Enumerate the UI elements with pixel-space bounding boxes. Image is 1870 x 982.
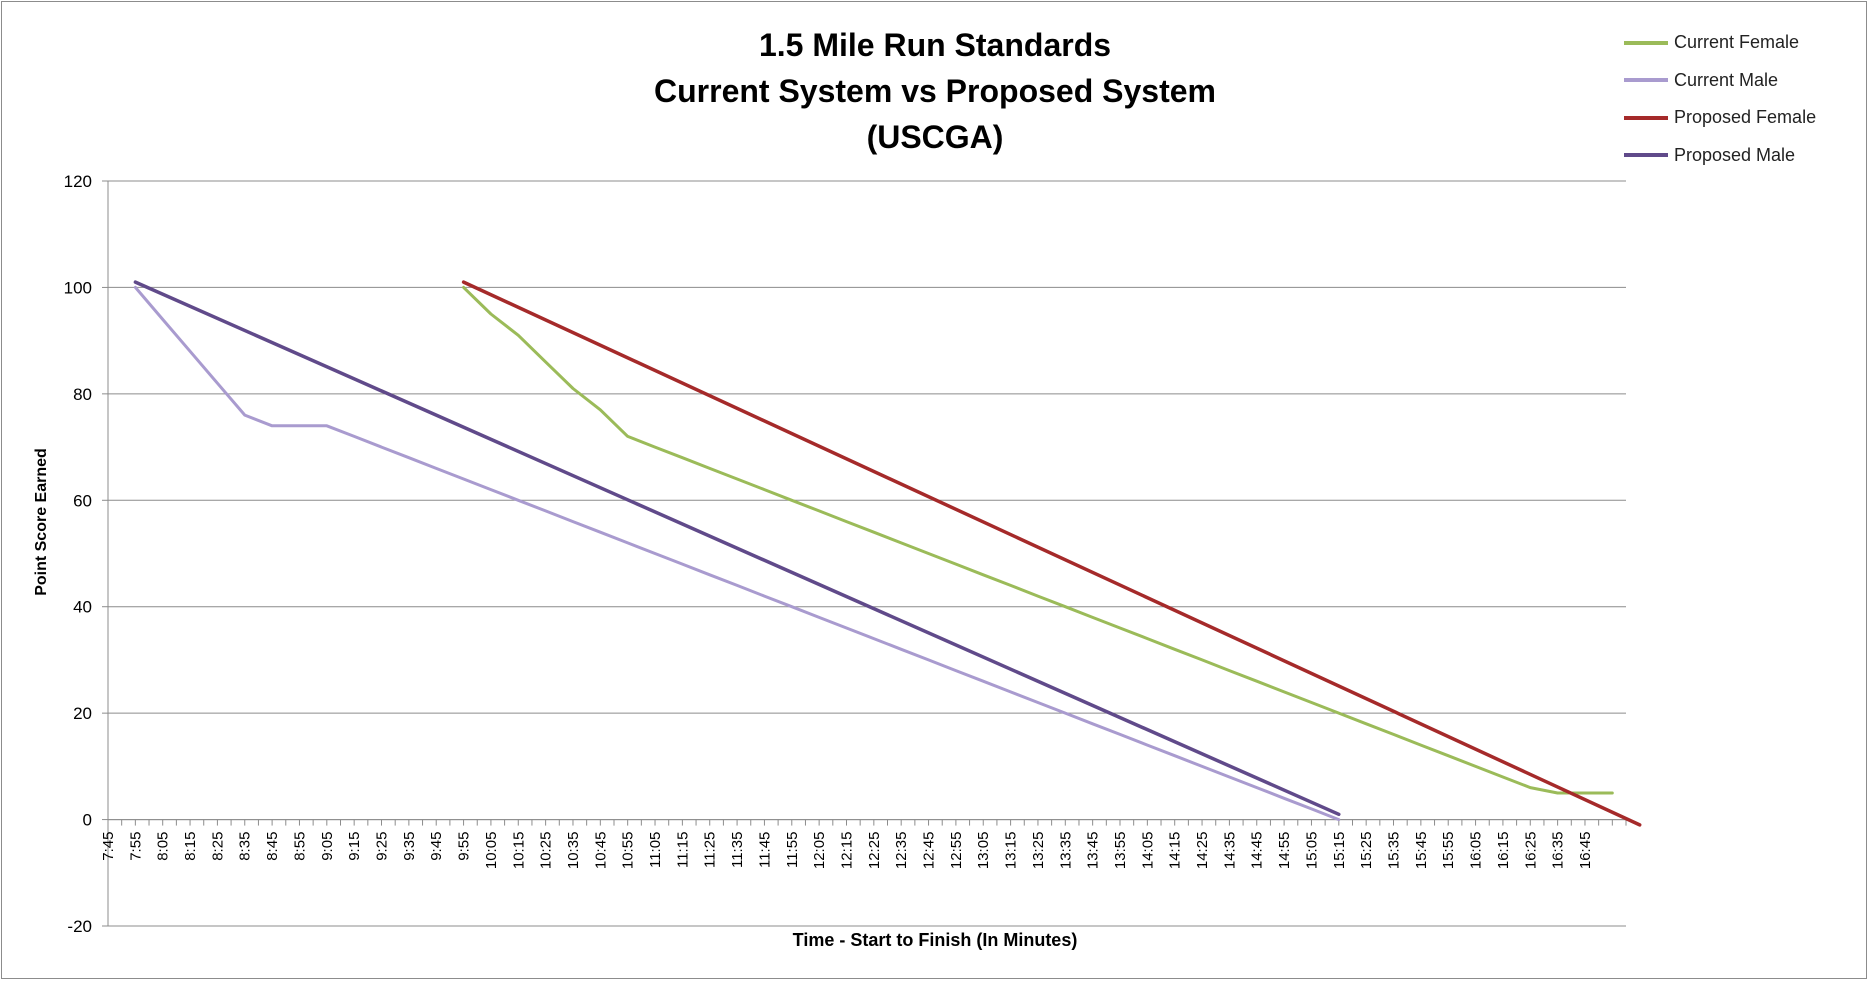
x-tick-label-13-05: 13:05 [975,832,992,870]
x-tick-label-12-15: 12:15 [838,832,855,870]
x-tick-label-10-35: 10:35 [565,832,582,870]
x-tick-label-8-45: 8:45 [264,832,281,861]
legend-swatch-current-male [1624,78,1668,83]
legend-item-proposed-male: Proposed Male [1624,137,1816,175]
y-tick-label-20: 20 [73,704,92,723]
legend-label-proposed-male: Proposed Male [1674,144,1796,165]
x-tick-label-11-45: 11:45 [756,832,773,868]
series-line-proposed-male [133,280,1341,817]
legend: Current Female Current Male Proposed Fem… [1624,24,1816,174]
chart-title: 1.5 Mile Run Standards Current System vs… [0,22,1870,160]
legend-item-current-female: Current Female [1624,24,1816,62]
x-tick-label-14-25: 14:25 [1194,832,1211,870]
chart-title-line-2: Current System vs Proposed System [654,73,1216,109]
x-tick-label-12-25: 12:25 [866,832,883,870]
y-tick-label-0: 0 [83,811,92,830]
x-tick-label-13-45: 13:45 [1085,832,1102,870]
x-tick-label-15-25: 15:25 [1358,832,1375,870]
x-tick-label-10-05: 10:05 [483,832,500,870]
x-tick-label-9-35: 9:35 [401,832,418,861]
x-tick-label-15-45: 15:45 [1413,832,1430,870]
legend-label-current-female: Current Female [1674,32,1800,53]
x-tick-label-9-55: 9:55 [456,832,473,861]
x-tick-label-13-25: 13:25 [1030,832,1047,870]
x-tick-label-8-35: 8:35 [237,832,254,861]
legend-swatch-proposed-male [1624,153,1668,158]
x-tick-label-12-05: 12:05 [811,832,828,870]
x-tick-label-16-25: 16:25 [1522,832,1539,870]
x-tick-label-9-25: 9:25 [374,832,391,861]
x-tick-label-15-35: 15:35 [1386,832,1403,870]
x-tick-label-9-05: 9:05 [319,832,336,861]
x-tick-label-7-55: 7:55 [127,832,144,861]
y-tick-label-100: 100 [64,278,92,297]
x-tick-label-12-45: 12:45 [921,832,938,870]
legend-item-current-male: Current Male [1624,62,1816,100]
x-tick-label-8-05: 8:05 [155,832,172,861]
x-tick-label-13-35: 13:35 [1057,832,1074,870]
legend-label-proposed-female: Proposed Female [1674,107,1817,128]
x-tick-label-16-35: 16:35 [1550,832,1567,870]
y-tick-label-80: 80 [73,385,92,404]
x-axis-title: Time - Start to Finish (In Minutes) [792,930,1078,950]
x-tick-label-11-35: 11:35 [729,832,746,868]
x-tick-label-8-15: 8:15 [182,832,199,861]
x-tick-label-13-15: 13:15 [1003,832,1020,870]
series-line-proposed-female [461,280,1642,827]
x-tick-label-10-55: 10:55 [620,832,637,870]
x-tick-label-14-35: 14:35 [1221,832,1238,870]
x-tick-label-14-15: 14:15 [1167,832,1184,870]
x-tick-label-14-45: 14:45 [1249,832,1266,870]
x-tick-label-11-25: 11:25 [702,832,719,868]
legend-label-current-male: Current Male [1674,69,1779,90]
series-line-current-male [133,285,1341,822]
x-tick-label-15-15: 15:15 [1331,832,1348,870]
y-tick-label-40: 40 [73,598,92,617]
series-line-current-female [462,285,1614,795]
x-tick-label-7-45: 7:45 [100,832,117,861]
x-tick-label-14-05: 14:05 [1139,832,1156,870]
x-tick-label-11-15: 11:15 [674,832,691,868]
legend-swatch-current-female [1624,40,1668,45]
x-tick-label-13-55: 13:55 [1112,832,1129,870]
x-tick-label-16-45: 16:45 [1577,832,1594,870]
chart-title-line-1: 1.5 Mile Run Standards [758,27,1112,63]
x-tick-label-12-55: 12:55 [948,832,965,870]
x-tick-label-14-55: 14:55 [1276,832,1293,870]
x-tick-label-15-05: 15:05 [1303,832,1320,870]
x-tick-label-15-55: 15:55 [1440,832,1457,870]
x-tick-label-9-15: 9:15 [346,832,363,861]
y-tick-label--20: -20 [67,917,92,936]
x-tick-label-8-55: 8:55 [291,832,308,861]
chart-title-line-3: (USCGA) [866,119,1004,155]
x-tick-label-8-25: 8:25 [209,832,226,861]
x-tick-label-11-55: 11:55 [784,832,801,868]
y-axis-title: Point Score Earned [33,448,50,596]
x-tick-label-11-05: 11:05 [647,832,664,868]
x-tick-label-10-15: 10:15 [510,832,527,870]
y-tick-label-60: 60 [73,491,92,510]
x-tick-label-16-15: 16:15 [1495,832,1512,870]
x-tick-label-12-35: 12:35 [893,832,910,870]
legend-swatch-proposed-female [1624,115,1668,120]
y-tick-label-120: 120 [64,172,92,191]
x-tick-label-10-45: 10:45 [592,832,609,870]
x-tick-label-16-05: 16:05 [1468,832,1485,870]
legend-item-proposed-female: Proposed Female [1624,99,1816,137]
x-tick-label-10-25: 10:25 [538,832,555,870]
x-tick-label-9-45: 9:45 [428,832,445,861]
